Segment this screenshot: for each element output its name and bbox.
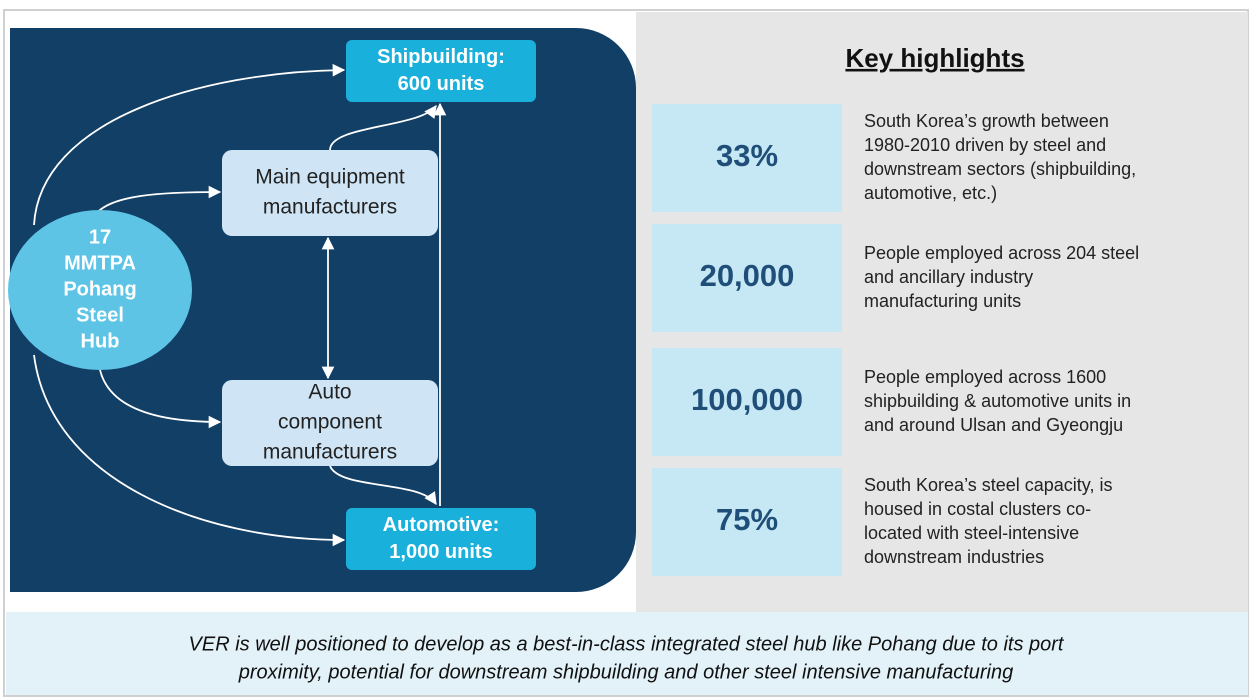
- footer-text: VER is well positioned to develop as a b…: [189, 633, 1065, 655]
- highlight-text: South Korea’s steel capacity, is: [864, 475, 1112, 495]
- highlights-title: Key highlights: [845, 43, 1024, 73]
- hub-label: Steel: [76, 304, 124, 326]
- automotive-label: Automotive:: [383, 514, 500, 536]
- highlight-text: and around Ulsan and Gyeongju: [864, 415, 1123, 435]
- auto-component-label: Auto: [308, 381, 351, 404]
- footer-text: proximity, potential for downstream ship…: [238, 661, 1014, 683]
- highlight-text: 1980-2010 driven by steel and: [864, 135, 1106, 155]
- highlight-value: 20,000: [700, 258, 795, 293]
- main-equipment-label: Main equipment: [255, 166, 405, 189]
- main-equipment-node: [222, 150, 438, 236]
- highlight-value: 75%: [716, 502, 778, 537]
- highlight-text: downstream industries: [864, 547, 1044, 567]
- highlight-text: South Korea’s growth between: [864, 111, 1109, 131]
- shipbuilding-label: Shipbuilding:: [377, 46, 505, 68]
- shipbuilding-node: [346, 40, 536, 102]
- hub-node: [8, 210, 192, 370]
- automotive-node: [346, 508, 536, 570]
- highlight-value: 33%: [716, 138, 778, 173]
- auto-component-label: manufacturers: [263, 441, 397, 464]
- arrows: [33, 63, 447, 547]
- value-box: [652, 104, 842, 212]
- highlight-text: located with steel-intensive: [864, 523, 1079, 543]
- highlight-text: housed in costal clusters co-: [864, 499, 1091, 519]
- highlight-text: and ancillary industry: [864, 267, 1033, 287]
- shipbuilding-label: 600 units: [398, 73, 485, 95]
- highlight-text: shipbuilding & automotive units in: [864, 391, 1131, 411]
- hub-label: 17: [89, 226, 111, 248]
- arrow: [329, 104, 437, 151]
- value-box: [652, 468, 842, 576]
- highlight-text: downstream sectors (shipbuilding,: [864, 159, 1136, 179]
- hub-label: MMTPA: [64, 252, 136, 274]
- arrow: [329, 465, 437, 506]
- auto-component-label: component: [278, 411, 382, 434]
- highlight-text: People employed across 204 steel: [864, 243, 1139, 263]
- footer-banner: [6, 612, 1248, 695]
- automotive-label: 1,000 units: [389, 541, 492, 563]
- highlight-text: People employed across 1600: [864, 367, 1106, 387]
- arrow: [99, 369, 222, 429]
- highlight-text: manufacturing units: [864, 291, 1021, 311]
- hub-label: Pohang: [63, 278, 136, 300]
- value-box: [652, 348, 842, 456]
- highlight-text: automotive, etc.): [864, 183, 997, 203]
- main-equipment-label: manufacturers: [263, 196, 397, 219]
- arrow: [33, 63, 346, 226]
- hub-label: Hub: [81, 330, 120, 352]
- highlight-value: 100,000: [691, 382, 803, 417]
- arrow: [94, 185, 222, 216]
- arrow: [33, 354, 346, 547]
- auto-component-node: [222, 380, 438, 466]
- value-box: [652, 224, 842, 332]
